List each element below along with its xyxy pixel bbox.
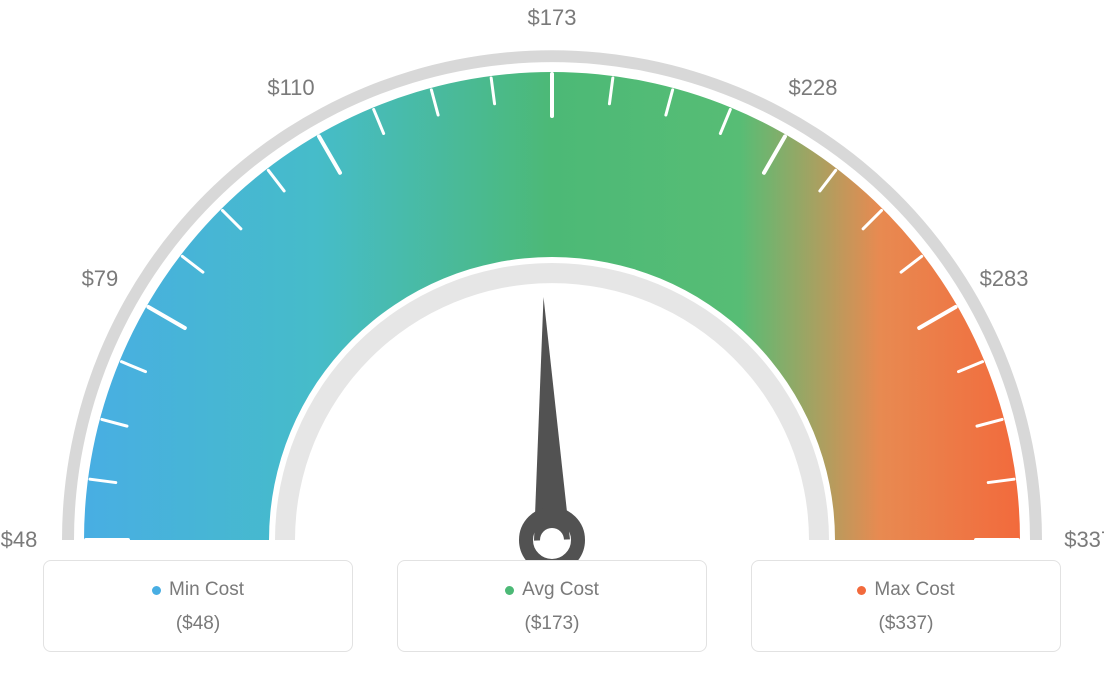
- legend-card-min: Min Cost ($48): [43, 560, 353, 652]
- gauge-tick-label: $337: [1064, 527, 1104, 553]
- legend-card-avg: Avg Cost ($173): [397, 560, 707, 652]
- legend-row: Min Cost ($48) Avg Cost ($173) Max Cost …: [0, 560, 1104, 652]
- legend-title-max: Max Cost: [857, 579, 954, 601]
- legend-card-max: Max Cost ($337): [751, 560, 1061, 652]
- legend-title-min: Min Cost: [152, 579, 244, 601]
- gauge-svg: [0, 0, 1104, 560]
- legend-dot-min: [152, 586, 161, 595]
- legend-dot-avg: [505, 586, 514, 595]
- gauge-tick-label: $228: [789, 75, 838, 101]
- legend-value-avg: ($173): [408, 613, 696, 635]
- legend-dot-max: [857, 586, 866, 595]
- gauge-tick-label: $79: [82, 266, 119, 292]
- legend-title-avg: Avg Cost: [505, 579, 599, 601]
- legend-label-max: Max Cost: [874, 579, 954, 601]
- legend-value-min: ($48): [54, 613, 342, 635]
- gauge-tick-label: $283: [980, 266, 1029, 292]
- gauge-tick-label: $48: [1, 527, 38, 553]
- gauge-chart: $48 $79 $110 $173 $228 $283 $337: [0, 0, 1104, 560]
- legend-label-avg: Avg Cost: [522, 579, 599, 601]
- gauge-tick-label: $173: [528, 5, 577, 31]
- legend-label-min: Min Cost: [169, 579, 244, 601]
- gauge-tick-label: $110: [267, 75, 314, 101]
- legend-value-max: ($337): [762, 613, 1050, 635]
